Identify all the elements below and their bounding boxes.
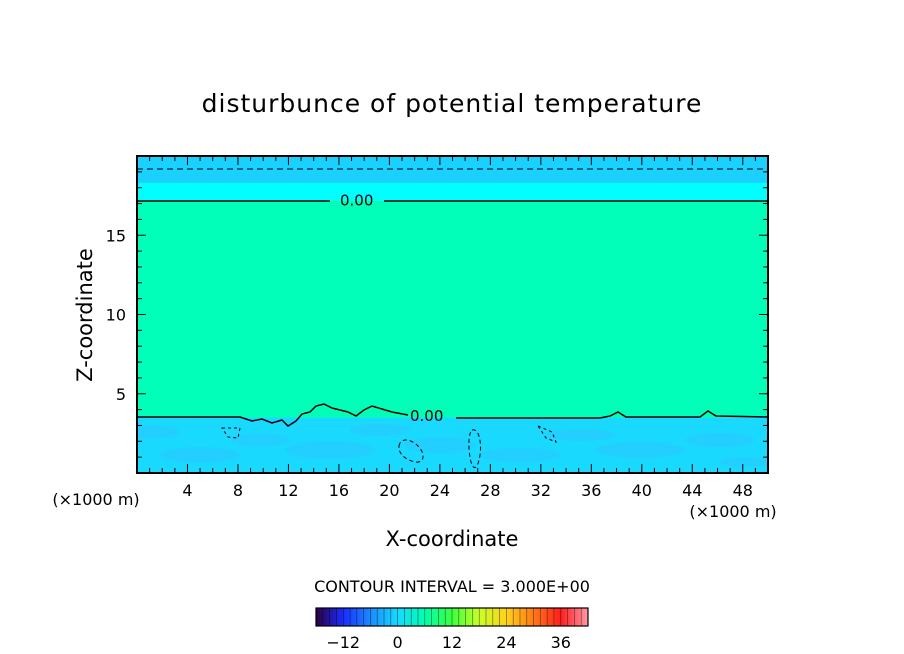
y-tick-label: 5 [116, 385, 126, 404]
colorbar: −12 0 12 24 36 [315, 607, 589, 652]
field-texture-5 [405, 437, 475, 453]
x-tick-label: 40 [632, 481, 652, 500]
x-tick-label: 16 [329, 481, 349, 500]
field-texture-2 [230, 434, 290, 446]
colorbar-tick-label: 36 [551, 633, 571, 652]
contour-dashed-ring-4 [536, 424, 557, 443]
field-texture-1 [160, 447, 240, 463]
field-texture-4 [350, 424, 410, 436]
contour-labels: 0.00 0.00 [340, 191, 443, 425]
colorbar-tick-label: 0 [393, 633, 403, 652]
x-tick-label: 24 [430, 481, 450, 500]
field-texture-0 [137, 426, 180, 438]
colorbar-tick-label: −12 [326, 633, 360, 652]
contour-label-1: 0.00 [410, 407, 443, 425]
colorbar-frame [315, 607, 589, 627]
chart-title: disturbunce of potential temperature [202, 89, 703, 118]
y-axis-ticks: 5 10 15 [106, 171, 768, 458]
field-layer-1 [137, 200, 768, 418]
x-tick-label: 32 [531, 481, 551, 500]
x-unit-label-right: (×1000 m) [689, 502, 776, 521]
x-tick-label: 20 [379, 481, 399, 500]
x-tick-label: 8 [233, 481, 243, 500]
x-axis-ticks: 4 8 12 16 20 24 28 32 36 40 44 48 [149, 156, 756, 500]
x-tick-label: 44 [682, 481, 702, 500]
contour-interval-text: CONTOUR INTERVAL = 3.000E+00 [314, 577, 590, 596]
x-unit-label-left: (×1000 m) [52, 490, 139, 509]
x-tick-label: 12 [278, 481, 298, 500]
field-texture-3 [285, 441, 375, 459]
x-tick-label: 36 [581, 481, 601, 500]
contour-lines [137, 168, 768, 469]
field-texture-10 [720, 457, 768, 467]
contour-dashed-ring-1 [398, 439, 424, 463]
field-texture-7 [545, 429, 615, 441]
y-tick-label: 15 [106, 226, 126, 245]
x-tick-label: 48 [733, 481, 753, 500]
x-axis-label: X-coordinate [386, 527, 519, 551]
x-tick-label: 28 [480, 481, 500, 500]
plot-area [137, 156, 768, 473]
contour-dashed-ring-2 [468, 429, 481, 469]
y-tick-label: 10 [106, 306, 126, 325]
colorbar-tick-label: 12 [442, 633, 462, 652]
y-axis-label: Z-coordinate [73, 248, 97, 382]
x-tick-label: 4 [182, 481, 192, 500]
field-texture-6 [480, 448, 560, 462]
contour-dashed-ring-3 [221, 427, 241, 439]
contour-label-0: 0.00 [340, 191, 373, 209]
field-texture-8 [595, 442, 685, 458]
colorbar-tick-label: 24 [496, 633, 516, 652]
contour-line-lower [137, 403, 768, 427]
field-layer-2 [137, 182, 768, 201]
field-texture-9 [685, 433, 755, 447]
